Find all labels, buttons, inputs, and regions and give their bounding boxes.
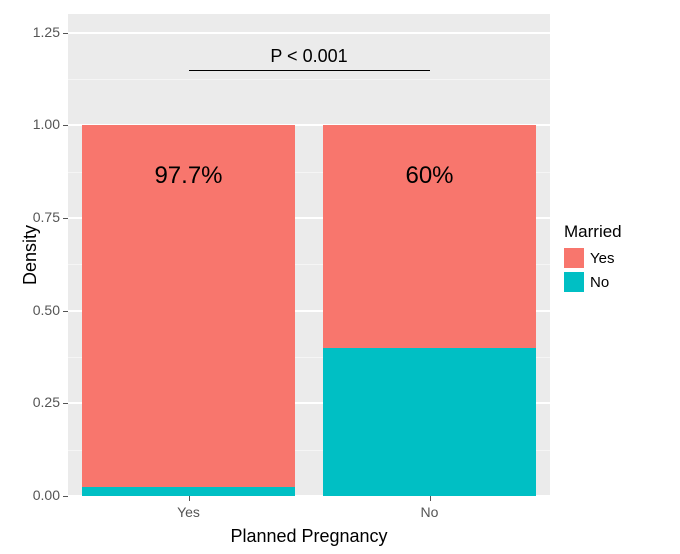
- legend-key: [564, 272, 584, 292]
- y-axis-title: Density: [20, 220, 41, 290]
- x-tick-label: Yes: [149, 504, 229, 520]
- bar-label-yes: 97.7%: [82, 162, 294, 190]
- y-tick-label: 0.00: [12, 487, 60, 503]
- bar-segment-yes-no: [82, 487, 294, 496]
- legend-title: Married: [564, 222, 622, 242]
- x-tick-mark: [430, 496, 431, 501]
- gridline-minor: [68, 79, 550, 80]
- y-tick-mark: [63, 496, 68, 497]
- legend-label: No: [590, 274, 609, 291]
- x-tick-label: No: [390, 504, 470, 520]
- bar-label-no: 60%: [323, 162, 535, 190]
- bar-segment-no-no: [323, 348, 535, 496]
- pvalue-label: P < 0.001: [249, 46, 369, 67]
- y-tick-label: 1.25: [12, 24, 60, 40]
- y-tick-label: 0.25: [12, 394, 60, 410]
- x-tick-mark: [189, 496, 190, 501]
- chart-container: 97.7%60% 0.000.250.500.751.001.25 YesNo …: [0, 0, 680, 554]
- legend-item-yes: Yes: [564, 248, 622, 268]
- y-tick-mark: [63, 403, 68, 404]
- y-tick-label: 0.50: [12, 302, 60, 318]
- plot-area: 97.7% 60%: [68, 14, 550, 496]
- legend-label: Yes: [590, 250, 614, 267]
- y-tick-mark: [63, 218, 68, 219]
- y-tick-mark: [63, 125, 68, 126]
- gridline-major: [68, 32, 550, 34]
- legend: Married Yes No: [564, 222, 622, 296]
- pvalue-bracket: [189, 70, 430, 71]
- bar-segment-no-yes: [323, 125, 535, 347]
- x-axis-title: Planned Pregnancy: [68, 526, 550, 547]
- legend-key: [564, 248, 584, 268]
- y-tick-mark: [63, 33, 68, 34]
- y-tick-mark: [63, 311, 68, 312]
- y-tick-label: 1.00: [12, 116, 60, 132]
- legend-item-no: No: [564, 272, 622, 292]
